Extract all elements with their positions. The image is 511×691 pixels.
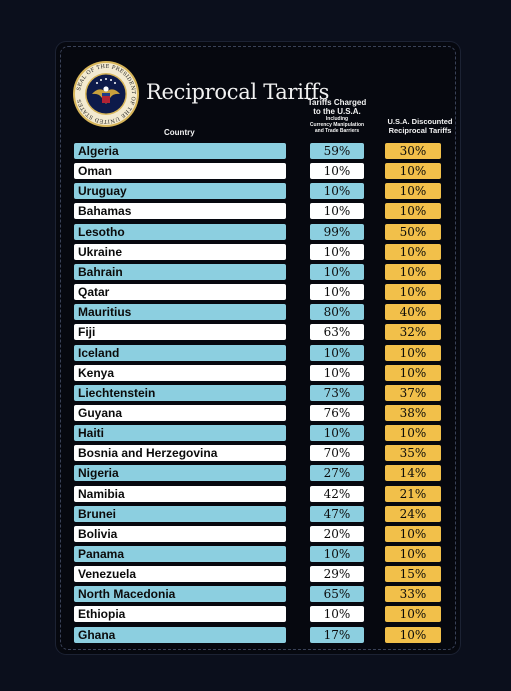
- charged-tariff-cell: 59%: [310, 143, 364, 159]
- discounted-tariff-cell: 10%: [385, 203, 441, 219]
- discounted-tariff-cell: 32%: [385, 324, 441, 340]
- charged-header-subline: Including: [325, 116, 349, 122]
- discounted-tariff-cell: 10%: [385, 345, 441, 361]
- discounted-tariff-cell: 10%: [385, 365, 441, 381]
- charged-tariff-cell: 70%: [310, 445, 364, 461]
- country-cell: Mauritius: [74, 304, 286, 320]
- country-cell: Haiti: [74, 425, 286, 441]
- charged-header-line: to the U.S.A.: [313, 107, 361, 116]
- charged-tariff-cell: 10%: [310, 264, 364, 280]
- charged-tariff-cell: 29%: [310, 566, 364, 582]
- country-cell: Brunei: [74, 506, 286, 522]
- board-border: [60, 46, 456, 650]
- charged-tariff-cell: 42%: [310, 486, 364, 502]
- country-cell: Guyana: [74, 405, 286, 421]
- charged-tariff-cell: 10%: [310, 284, 364, 300]
- country-cell: Fiji: [74, 324, 286, 340]
- discounted-tariff-cell: 33%: [385, 586, 441, 602]
- charged-tariff-cell: 10%: [310, 345, 364, 361]
- charged-tariff-cell: 63%: [310, 324, 364, 340]
- charged-tariff-cell: 10%: [310, 365, 364, 381]
- discounted-tariff-cell: 10%: [385, 244, 441, 260]
- discounted-tariff-cell: 37%: [385, 385, 441, 401]
- country-cell: Bosnia and Herzegovina: [74, 445, 286, 461]
- charged-tariff-cell: 20%: [310, 526, 364, 542]
- country-cell: Ukraine: [74, 244, 286, 260]
- discounted-tariff-cell: 10%: [385, 284, 441, 300]
- country-cell: Qatar: [74, 284, 286, 300]
- country-cell: Algeria: [74, 143, 286, 159]
- country-cell: Ghana: [74, 627, 286, 643]
- discounted-tariff-cell: 15%: [385, 566, 441, 582]
- country-cell: Bahrain: [74, 264, 286, 280]
- discounted-tariff-cell: 10%: [385, 163, 441, 179]
- discounted-tariff-cell: 10%: [385, 264, 441, 280]
- charged-tariff-cell: 76%: [310, 405, 364, 421]
- country-cell: Bolivia: [74, 526, 286, 542]
- charged-header-subline: and Trade Barriers: [314, 128, 360, 134]
- discounted-tariff-cell: 10%: [385, 425, 441, 441]
- charged-tariff-cell: 65%: [310, 586, 364, 602]
- presidential-seal-icon: SEAL OF THE PRESIDENT OF THE UNITED STAT…: [73, 61, 139, 127]
- discounted-tariff-cell: 21%: [385, 486, 441, 502]
- discounted-tariff-cell: 50%: [385, 224, 441, 240]
- country-cell: Kenya: [74, 365, 286, 381]
- discount-header-line: U.S.A. Discounted: [387, 117, 453, 126]
- discounted-tariff-cell: 10%: [385, 606, 441, 622]
- country-column-header: Country: [164, 128, 195, 137]
- country-cell: Panama: [74, 546, 286, 562]
- discount-column-header: U.S.A. Discounted Reciprocal Tariffs: [372, 117, 468, 135]
- charged-tariff-cell: 10%: [310, 244, 364, 260]
- charged-tariff-cell: 10%: [310, 163, 364, 179]
- charged-header-line: Tariffs Charged: [307, 98, 367, 107]
- discounted-tariff-cell: 35%: [385, 445, 441, 461]
- charged-tariff-cell: 10%: [310, 203, 364, 219]
- page-title: Reciprocal Tariffs: [146, 80, 330, 104]
- country-cell: Uruguay: [74, 183, 286, 199]
- charged-header-subline: Currency Manipulation: [309, 122, 365, 128]
- country-cell: Liechtenstein: [74, 385, 286, 401]
- country-cell: Bahamas: [74, 203, 286, 219]
- charged-tariff-cell: 99%: [310, 224, 364, 240]
- country-cell: Iceland: [74, 345, 286, 361]
- charged-tariff-cell: 10%: [310, 606, 364, 622]
- discounted-tariff-cell: 24%: [385, 506, 441, 522]
- discounted-tariff-cell: 10%: [385, 627, 441, 643]
- charged-tariff-cell: 10%: [310, 425, 364, 441]
- discounted-tariff-cell: 10%: [385, 546, 441, 562]
- charged-tariff-cell: 47%: [310, 506, 364, 522]
- discounted-tariff-cell: 10%: [385, 526, 441, 542]
- charged-tariff-cell: 17%: [310, 627, 364, 643]
- country-cell: Nigeria: [74, 465, 286, 481]
- country-cell: Oman: [74, 163, 286, 179]
- discounted-tariff-cell: 38%: [385, 405, 441, 421]
- charged-tariff-cell: 27%: [310, 465, 364, 481]
- discounted-tariff-cell: 14%: [385, 465, 441, 481]
- country-cell: North Macedonia: [74, 586, 286, 602]
- country-cell: Venezuela: [74, 566, 286, 582]
- charged-tariff-cell: 73%: [310, 385, 364, 401]
- country-cell: Namibia: [74, 486, 286, 502]
- discounted-tariff-cell: 10%: [385, 183, 441, 199]
- country-cell: Ethiopia: [74, 606, 286, 622]
- discount-header-line: Reciprocal Tariffs: [388, 126, 452, 135]
- charged-tariff-cell: 10%: [310, 183, 364, 199]
- charged-tariff-cell: 80%: [310, 304, 364, 320]
- discounted-tariff-cell: 30%: [385, 143, 441, 159]
- charged-column-header: Tariffs Charged to the U.S.A. Including …: [292, 98, 382, 134]
- charged-tariff-cell: 10%: [310, 546, 364, 562]
- discounted-tariff-cell: 40%: [385, 304, 441, 320]
- country-cell: Lesotho: [74, 224, 286, 240]
